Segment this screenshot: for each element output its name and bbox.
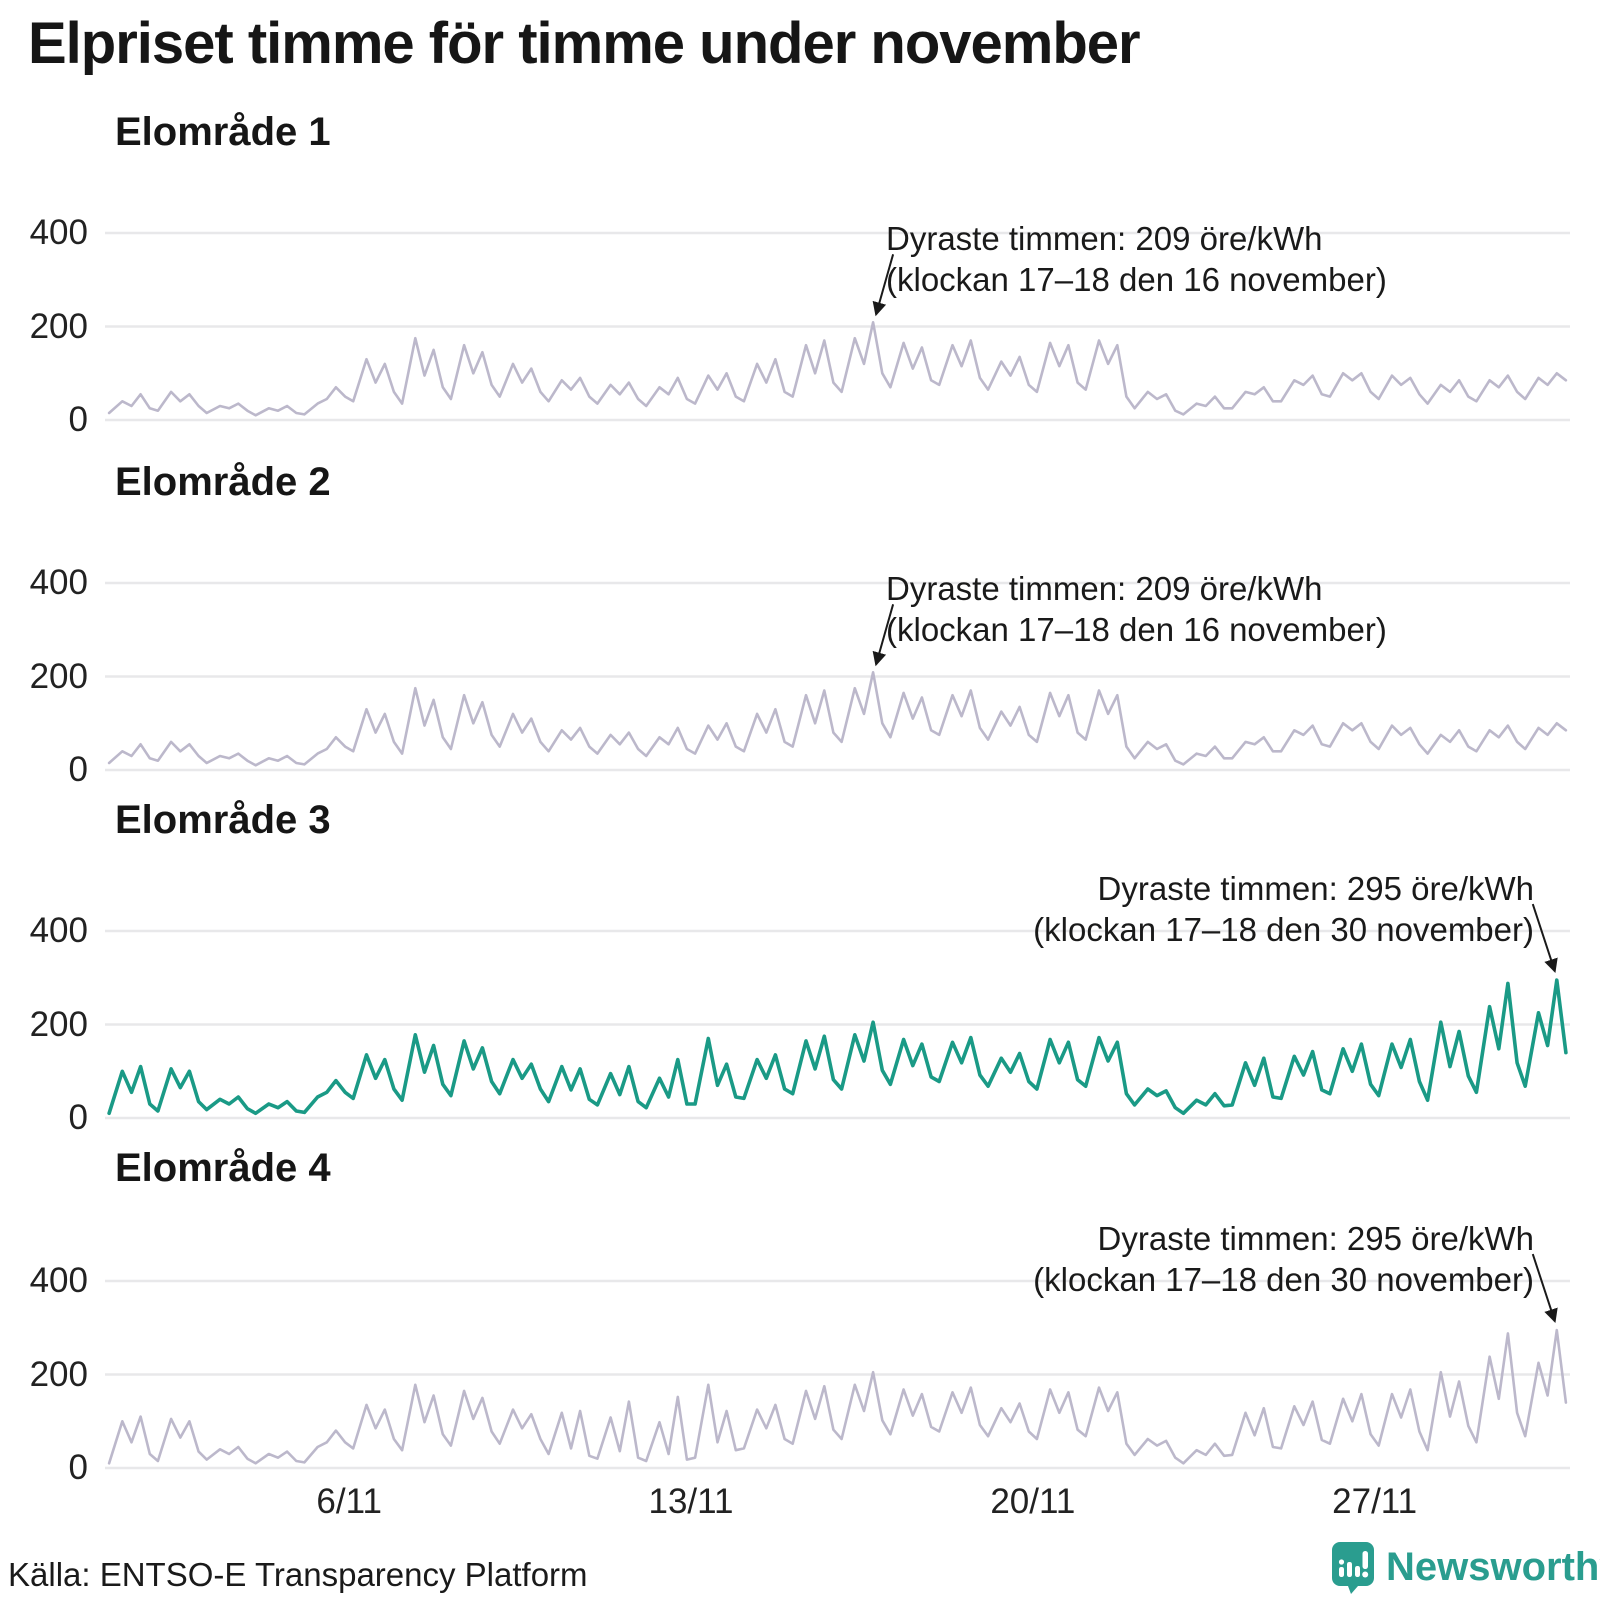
y-tick-label: 200 [29,306,88,346]
y-tick-label: 0 [68,1448,88,1487]
y-tick-label: 400 [29,1261,88,1300]
annotation-arrow [1531,903,1558,973]
annotation-line1: Dyraste timmen: 295 öre/kWh [1097,1220,1534,1257]
newsworthy-bubble-chart-icon [1332,1542,1374,1594]
x-tick-label: 20/11 [990,1482,1076,1521]
y-tick-label: 200 [29,1354,88,1394]
y-tick-label: 400 [29,911,88,950]
y-tick-label: 0 [68,400,88,439]
annotation-line2: (klockan 17–18 den 30 november) [1033,911,1534,948]
max-price-annotation: Dyraste timmen: 209 öre/kWh (klockan 17–1… [886,568,1387,650]
y-tick-label: 400 [29,563,88,602]
panel-title-2: Elområde 2 [115,460,331,504]
y-tick-label: 200 [29,1004,88,1044]
annotation-line1: Dyraste timmen: 209 öre/kWh [886,220,1323,257]
page-title: Elpriset timme för timme under november [28,11,1141,76]
newsworthy-wordmark: Newsworthy [1386,1544,1600,1589]
annotation-line1: Dyraste timmen: 295 öre/kWh [1097,870,1534,907]
y-tick-label: 400 [29,213,88,252]
price-line-chart-panel-3 [105,903,1570,1120]
max-price-annotation: Dyraste timmen: 295 öre/kWh (klockan 17–1… [1033,1218,1534,1300]
price-line-chart-panel-4 [105,1253,1570,1470]
x-tick-label: 13/11 [648,1482,734,1521]
source-note: Källa: ENTSO-E Transparency Platform [8,1556,588,1593]
annotation-line2: (klockan 17–18 den 16 november) [886,261,1387,298]
y-tick-label: 0 [68,1098,88,1137]
price-line-chart-panel-2 [105,581,1570,772]
x-tick-label: 6/11 [316,1482,382,1521]
panel-title-3: Elområde 3 [115,798,331,842]
y-tick-label: 0 [68,750,88,789]
annotation-arrow [872,254,895,317]
annotation-line2: (klockan 17–18 den 16 november) [886,611,1387,648]
panel-title-4: Elområde 4 [115,1146,331,1190]
price-line [107,321,1568,417]
newsworthy-logo: Newsworthy [1328,1540,1600,1594]
annotation-arrow [872,604,895,667]
max-price-annotation: Dyraste timmen: 295 öre/kWh (klockan 17–1… [1033,868,1534,950]
y-tick-label: 200 [29,656,88,696]
panel-title-1: Elområde 1 [115,110,331,154]
price-line [107,671,1568,767]
annotation-line2: (klockan 17–18 den 30 november) [1033,1261,1534,1298]
price-line [107,1328,1568,1465]
x-tick-label: 27/11 [1332,1482,1418,1521]
price-line-chart-panel-1 [105,231,1570,422]
annotation-arrow [1531,1253,1558,1323]
annotation-line1: Dyraste timmen: 209 öre/kWh [886,570,1323,607]
price-line [107,978,1568,1116]
max-price-annotation: Dyraste timmen: 209 öre/kWh (klockan 17–1… [886,218,1387,300]
